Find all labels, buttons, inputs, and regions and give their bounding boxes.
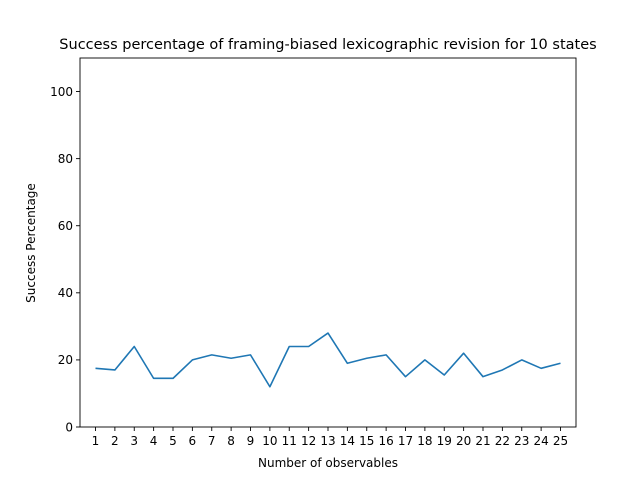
x-tick-label: 13: [320, 434, 335, 448]
x-tick-label: 6: [189, 434, 197, 448]
series-line: [95, 332, 561, 388]
x-tick-label: 5: [169, 434, 177, 448]
x-tick-label: 22: [495, 434, 510, 448]
y-tick-label: 20: [58, 353, 73, 367]
x-tick-label: 24: [533, 434, 548, 448]
x-tick-label: 2: [111, 434, 119, 448]
x-tick-label: 1: [92, 434, 100, 448]
x-tick-label: 18: [417, 434, 432, 448]
x-tick-label: 17: [398, 434, 413, 448]
x-tick-label: 7: [208, 434, 216, 448]
x-tick-label: 21: [475, 434, 490, 448]
y-axis-label: Success Percentage: [24, 183, 38, 303]
x-tick-label: 11: [282, 434, 297, 448]
x-tick-label: 16: [378, 434, 393, 448]
x-axis-label: Number of observables: [258, 456, 398, 470]
y-tick-label: 0: [65, 420, 73, 434]
x-tick-label: 15: [359, 434, 374, 448]
y-tick-label: 40: [58, 286, 73, 300]
x-tick-label: 12: [301, 434, 316, 448]
y-tick-label: 80: [58, 152, 73, 166]
x-tick-label: 25: [553, 434, 568, 448]
x-tick-label: 3: [130, 434, 138, 448]
y-axis-ticks: 0 20 40 60 80 100: [50, 85, 80, 434]
x-tick-label: 19: [437, 434, 452, 448]
x-tick-label: 14: [340, 434, 355, 448]
x-tick-label: 23: [514, 434, 529, 448]
y-tick-label: 60: [58, 219, 73, 233]
x-tick-label: 10: [262, 434, 277, 448]
x-tick-label: 4: [150, 434, 158, 448]
x-tick-label: 9: [247, 434, 255, 448]
chart-title: Success percentage of framing-biased lex…: [59, 37, 596, 53]
x-axis-ticks: 1 2 3 4 5 6 7 8 9 10 11 12 13 14 15 16 17 18 19 20 21 22 23 24 2…: [92, 427, 568, 448]
plot-frame: [79, 57, 577, 428]
y-tick-label: 100: [50, 85, 73, 99]
x-tick-label: 8: [227, 434, 235, 448]
x-tick-label: 20: [456, 434, 471, 448]
